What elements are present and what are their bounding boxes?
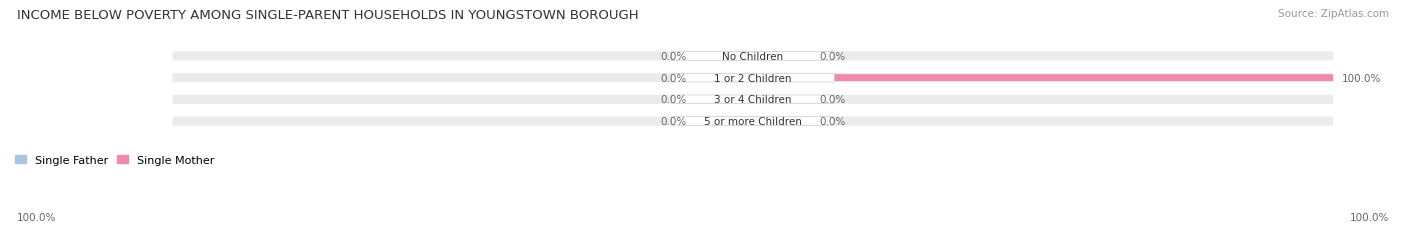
FancyBboxPatch shape (672, 117, 834, 126)
Text: Source: ZipAtlas.com: Source: ZipAtlas.com (1278, 9, 1389, 19)
FancyBboxPatch shape (173, 52, 1333, 61)
Text: 0.0%: 0.0% (659, 95, 686, 105)
FancyBboxPatch shape (672, 74, 834, 83)
FancyBboxPatch shape (695, 118, 754, 125)
Text: 3 or 4 Children: 3 or 4 Children (714, 95, 792, 105)
Text: 1 or 2 Children: 1 or 2 Children (714, 73, 792, 83)
FancyBboxPatch shape (173, 74, 1333, 83)
FancyBboxPatch shape (173, 117, 1333, 126)
Text: INCOME BELOW POVERTY AMONG SINGLE-PARENT HOUSEHOLDS IN YOUNGSTOWN BOROUGH: INCOME BELOW POVERTY AMONG SINGLE-PARENT… (17, 9, 638, 22)
FancyBboxPatch shape (695, 53, 754, 60)
Text: No Children: No Children (723, 52, 783, 62)
Text: 100.0%: 100.0% (17, 212, 56, 222)
Text: 0.0%: 0.0% (820, 116, 846, 126)
Text: 100.0%: 100.0% (1350, 212, 1389, 222)
FancyBboxPatch shape (173, 95, 1333, 104)
FancyBboxPatch shape (752, 118, 811, 125)
Text: 5 or more Children: 5 or more Children (704, 116, 801, 126)
Text: 0.0%: 0.0% (820, 52, 846, 62)
FancyBboxPatch shape (752, 53, 811, 60)
FancyBboxPatch shape (695, 96, 754, 103)
Text: 0.0%: 0.0% (659, 116, 686, 126)
FancyBboxPatch shape (672, 96, 834, 104)
FancyBboxPatch shape (695, 75, 754, 82)
FancyBboxPatch shape (752, 96, 811, 103)
FancyBboxPatch shape (672, 52, 834, 61)
Text: 0.0%: 0.0% (659, 52, 686, 62)
FancyBboxPatch shape (752, 75, 1333, 82)
Legend: Single Father, Single Mother: Single Father, Single Mother (15, 155, 215, 165)
Text: 0.0%: 0.0% (659, 73, 686, 83)
Text: 100.0%: 100.0% (1341, 73, 1381, 83)
Text: 0.0%: 0.0% (820, 95, 846, 105)
